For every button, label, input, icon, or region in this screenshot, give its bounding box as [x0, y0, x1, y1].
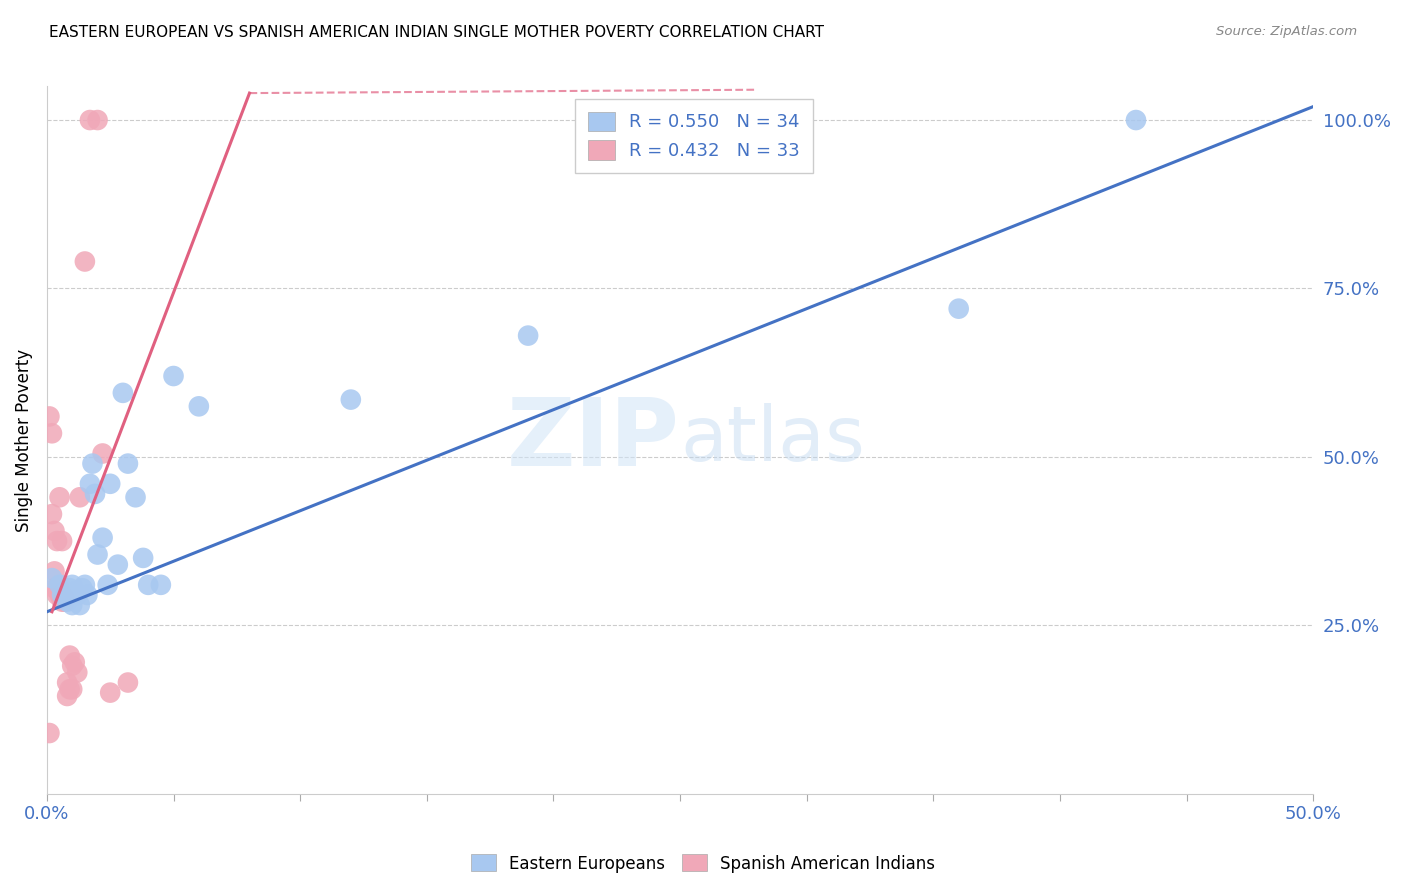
Point [48, 490, 70, 504]
Point [38, 726, 60, 740]
Point [98, 685, 121, 699]
Point [60, 598, 83, 612]
Point [132, 550, 155, 565]
Point [136, 578, 159, 592]
Point [51, 595, 73, 609]
Point [111, 385, 134, 400]
Point [82, 457, 104, 471]
Point [53, 595, 76, 609]
Point [76, 588, 98, 602]
Point [73, 578, 96, 592]
Point [79, 476, 101, 491]
Point [66, 588, 89, 602]
Point [117, 457, 139, 471]
Point [46, 534, 69, 549]
Point [117, 675, 139, 690]
Point [91, 531, 114, 545]
Point [340, 392, 363, 407]
Point [91, 446, 114, 460]
Text: ZIP: ZIP [508, 394, 681, 486]
Point [517, 328, 540, 343]
Point [41, 571, 63, 585]
Point [162, 369, 184, 384]
Point [79, 113, 101, 128]
Text: atlas: atlas [681, 403, 865, 477]
Point [56, 595, 79, 609]
Point [41, 426, 63, 441]
Text: Source: ZipAtlas.com: Source: ZipAtlas.com [1216, 25, 1357, 38]
Point [56, 675, 79, 690]
Point [60, 658, 83, 673]
Point [46, 581, 69, 595]
Point [86, 548, 108, 562]
Point [60, 682, 83, 697]
Point [59, 581, 82, 595]
Point [44, 565, 66, 579]
Point [56, 689, 79, 703]
Point [59, 648, 82, 663]
Point [73, 254, 96, 268]
Point [60, 578, 83, 592]
Point [51, 588, 73, 602]
Point [149, 578, 172, 592]
Point [84, 487, 107, 501]
Point [72, 581, 94, 595]
Point [63, 584, 86, 599]
Point [187, 400, 209, 414]
Point [86, 113, 108, 128]
Point [38, 409, 60, 424]
Point [48, 578, 70, 592]
Point [44, 581, 66, 595]
Point [59, 682, 82, 697]
Point [1125, 113, 1147, 128]
Point [44, 524, 66, 538]
Point [48, 588, 70, 602]
Legend: Eastern Europeans, Spanish American Indians: Eastern Europeans, Spanish American Indi… [464, 847, 942, 880]
Point [107, 558, 129, 572]
Point [69, 490, 91, 504]
Point [53, 584, 76, 599]
Point [98, 476, 121, 491]
Point [53, 591, 76, 606]
Point [124, 490, 146, 504]
Y-axis label: Single Mother Poverty: Single Mother Poverty [15, 349, 32, 532]
Point [97, 578, 120, 592]
Text: EASTERN EUROPEAN VS SPANISH AMERICAN INDIAN SINGLE MOTHER POVERTY CORRELATION CH: EASTERN EUROPEAN VS SPANISH AMERICAN IND… [49, 25, 824, 40]
Point [63, 656, 86, 670]
Point [51, 588, 73, 602]
Legend: R = 0.550   N = 34, R = 0.432   N = 33: R = 0.550 N = 34, R = 0.432 N = 33 [575, 99, 813, 173]
Point [46, 588, 69, 602]
Point [48, 581, 70, 595]
Point [51, 534, 73, 549]
Point [69, 598, 91, 612]
Point [66, 665, 89, 680]
Point [41, 507, 63, 521]
Point [948, 301, 970, 316]
